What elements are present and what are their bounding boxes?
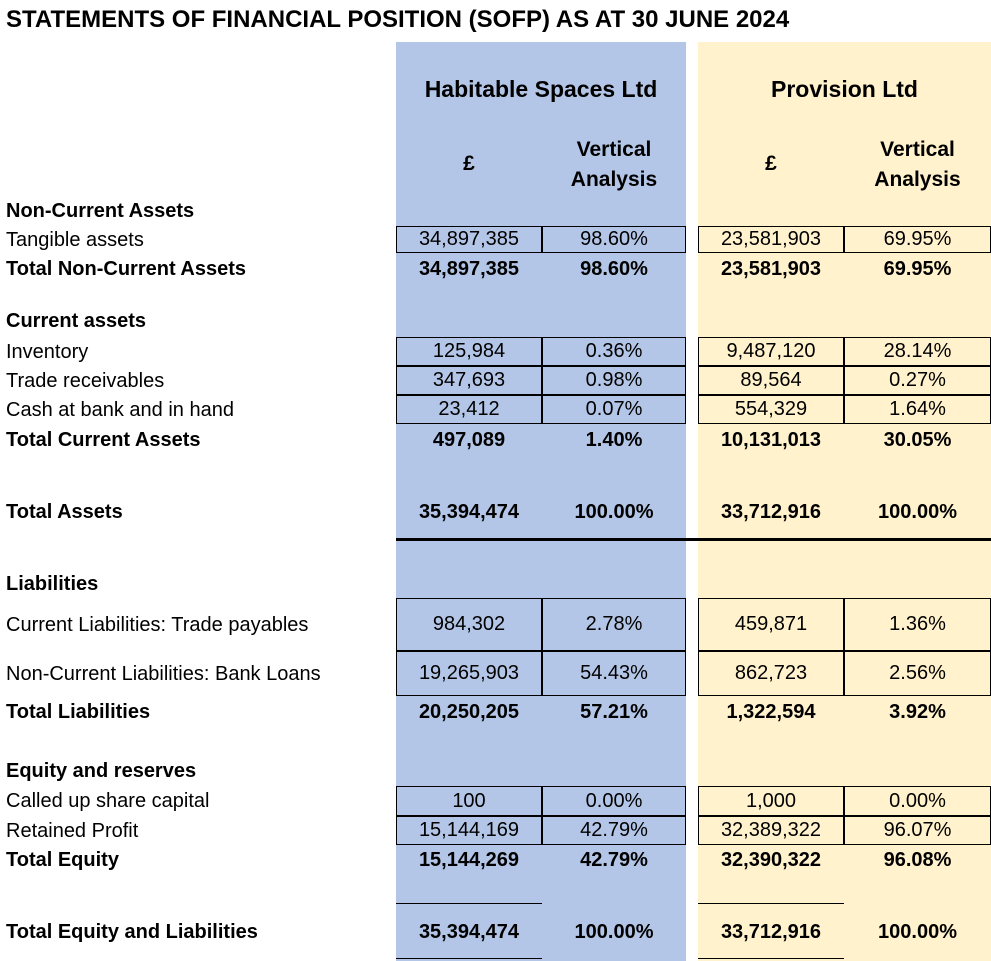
value-provision-cell: 554,329 — [698, 395, 844, 424]
page-title: STATEMENTS OF FINANCIAL POSITION (SOFP) … — [6, 6, 790, 33]
value-habitable-cell: 19,265,903 — [396, 651, 542, 696]
total-rule-provision-value — [698, 903, 844, 904]
company-name-provision: Provision Ltd — [771, 76, 918, 102]
row-label: Current Liabilities: Trade payables — [6, 613, 309, 636]
row-label: Called up share capital — [6, 790, 210, 812]
row-label: Tangible assets — [6, 228, 144, 251]
value-provision-cell: 862,723 — [698, 651, 844, 696]
value-provision-cell: 23,581,903 — [720, 258, 822, 280]
value-provision-cell: 1,000 — [698, 786, 844, 816]
value-provision-cell: 1,322,594 — [726, 701, 816, 723]
value-habitable-cell: 23,412 — [396, 395, 542, 424]
row-label: Inventory — [6, 340, 89, 363]
va-habitable-cell: 1.40% — [585, 429, 643, 451]
va-provision-cell: 69.95% — [883, 258, 952, 280]
va-provision-cell: 30.05% — [883, 429, 952, 451]
company-name-habitable: Habitable Spaces Ltd — [424, 76, 658, 102]
total-rule-habitable-value — [396, 903, 542, 904]
va-provision-cell: 100.00% — [878, 921, 957, 943]
value-provision-cell: 9,487,120 — [698, 337, 844, 366]
value-habitable-cell: 497,089 — [432, 429, 506, 451]
va-provision-cell: 0.00% — [844, 786, 991, 816]
value-habitable-cell: 34,897,385 — [418, 258, 520, 280]
row-label: Equity and reserves — [6, 760, 197, 782]
col-header-va-provision: Vertical Analysis — [874, 138, 961, 191]
value-habitable-cell: 35,394,474 — [418, 501, 520, 523]
value-provision-cell: 32,390,322 — [720, 849, 822, 871]
va-provision-cell: 0.27% — [844, 366, 991, 395]
row-label: Total Assets — [6, 501, 123, 523]
va-provision-cell: 69.95% — [844, 226, 991, 253]
va-habitable-cell: 100.00% — [574, 921, 654, 943]
va-habitable-cell: 2.78% — [542, 598, 686, 651]
value-provision-cell: 10,131,013 — [720, 429, 822, 451]
value-provision-cell: 23,581,903 — [698, 226, 844, 253]
value-habitable-cell: 15,144,269 — [418, 849, 520, 871]
value-habitable-cell: 34,897,385 — [396, 226, 542, 253]
value-provision-cell: 32,389,322 — [698, 816, 844, 845]
va-provision-cell: 3.92% — [889, 701, 946, 723]
va-provision-cell: 96.08% — [883, 849, 952, 871]
col-header-value-habitable: £ — [463, 152, 475, 175]
va-provision-cell: 28.14% — [844, 337, 991, 366]
total-assets-double-rule — [396, 538, 991, 541]
row-label: Non-Current Liabilities: Bank Loans — [6, 662, 321, 685]
value-habitable-cell: 347,693 — [396, 366, 542, 395]
bottom-rule-provision-value — [698, 958, 844, 959]
va-provision-cell: 1.64% — [844, 395, 991, 424]
va-habitable-cell: 42.79% — [542, 816, 686, 845]
va-habitable-cell: 100.00% — [574, 501, 654, 523]
va-habitable-cell: 42.79% — [580, 849, 648, 871]
va-habitable-cell: 0.07% — [542, 395, 686, 424]
value-habitable-cell: 35,394,474 — [418, 921, 520, 943]
va-habitable-cell: 98.60% — [580, 258, 648, 280]
row-label: Retained Profit — [6, 819, 139, 842]
value-habitable-cell: 15,144,169 — [396, 816, 542, 845]
va-provision-cell: 96.07% — [844, 816, 991, 845]
bottom-rule-habitable-value — [396, 958, 542, 959]
va-provision-cell: 1.36% — [844, 598, 991, 651]
va-provision-cell: 100.00% — [878, 501, 957, 523]
va-habitable-cell: 98.60% — [542, 226, 686, 253]
va-provision-cell: 2.56% — [844, 651, 991, 696]
value-habitable-cell: 20,250,205 — [418, 701, 520, 723]
col-header-value-provision: £ — [765, 152, 777, 175]
col-header-va-habitable: Vertical Analysis — [570, 138, 658, 191]
row-label: Total Non-Current Assets — [6, 258, 247, 280]
row-label: Liabilities — [6, 573, 99, 595]
va-habitable-cell: 57.21% — [580, 701, 648, 723]
value-provision-cell: 459,871 — [698, 598, 844, 651]
va-habitable-cell: 0.00% — [542, 786, 686, 816]
va-habitable-cell: 0.36% — [542, 337, 686, 366]
va-habitable-cell: 0.98% — [542, 366, 686, 395]
va-habitable-cell: 54.43% — [542, 651, 686, 696]
value-provision-cell: 89,564 — [698, 366, 844, 395]
row-label: Total Equity — [6, 849, 119, 871]
row-label: Non-Current Assets — [6, 200, 195, 222]
row-label: Total Equity and Liabilities — [6, 921, 258, 943]
row-label: Total Current Assets — [6, 429, 201, 451]
value-habitable-cell: 125,984 — [396, 337, 542, 366]
row-label: Total Liabilities — [6, 701, 151, 723]
value-provision-cell: 33,712,916 — [720, 501, 822, 523]
value-habitable-cell: 984,302 — [396, 598, 542, 651]
row-label: Trade receivables — [6, 369, 165, 392]
row-label: Current assets — [6, 310, 147, 332]
value-provision-cell: 33,712,916 — [720, 921, 822, 943]
row-label: Cash at bank and in hand — [6, 398, 234, 421]
value-habitable-cell: 100 — [396, 786, 542, 816]
